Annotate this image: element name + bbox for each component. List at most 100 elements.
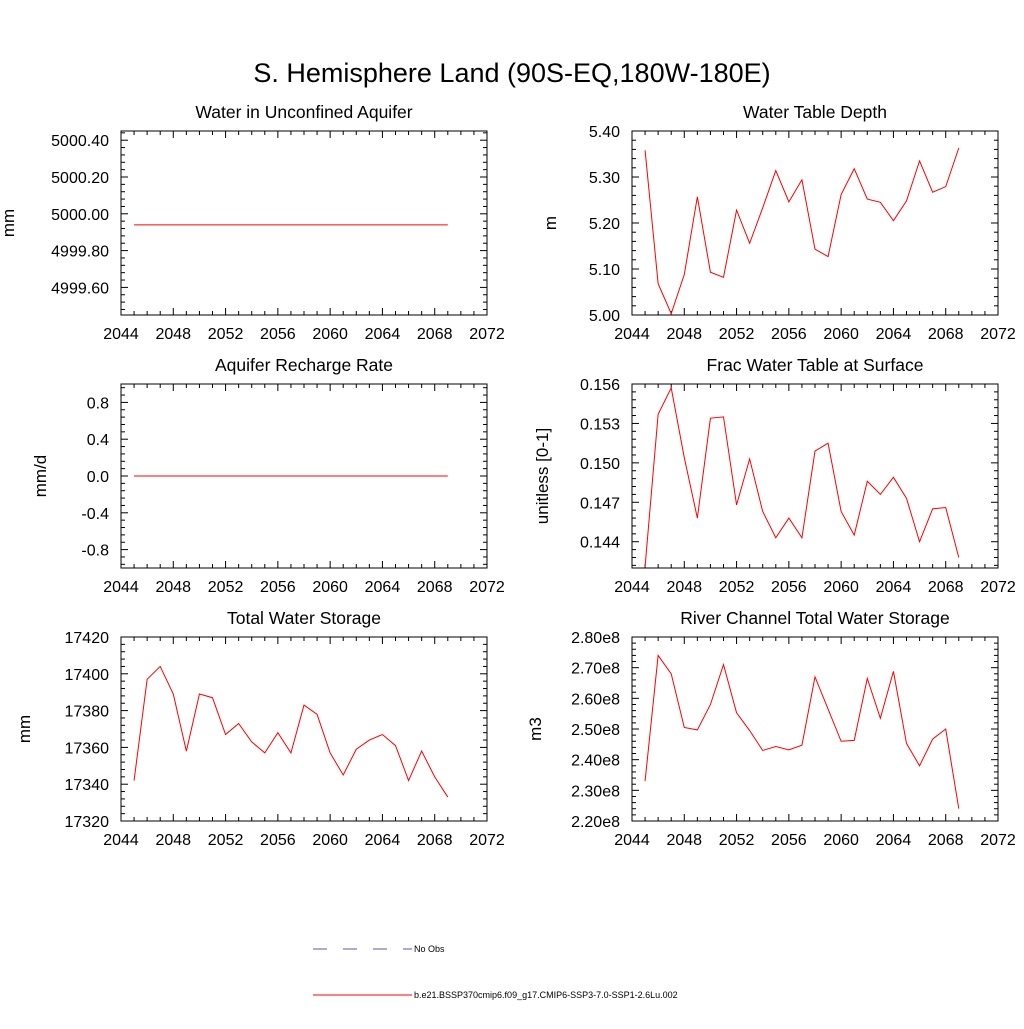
y-tick-label: 2.30e8 bbox=[571, 783, 620, 800]
x-tick-label: 2056 bbox=[771, 832, 807, 849]
x-tick-label: 2048 bbox=[666, 579, 702, 596]
x-tick-label: 2044 bbox=[614, 832, 650, 849]
x-tick-label: 2064 bbox=[365, 832, 401, 849]
y-tick-label: 17320 bbox=[65, 814, 110, 831]
y-axis-label: mm bbox=[15, 715, 34, 743]
y-axis-label: m3 bbox=[526, 717, 545, 741]
x-tick-label: 2056 bbox=[260, 832, 296, 849]
plot-frame bbox=[120, 636, 488, 822]
y-tick-label: 4999.80 bbox=[51, 244, 109, 261]
plot-frame bbox=[631, 383, 999, 569]
y-axis-label: m bbox=[541, 216, 560, 230]
y-axis-label: unitless [0-1] bbox=[533, 428, 552, 524]
x-tick-label: 2064 bbox=[365, 326, 401, 343]
y-tick-label: 2.60e8 bbox=[571, 691, 620, 708]
x-tick-label: 2064 bbox=[876, 326, 912, 343]
y-tick-label: 17420 bbox=[65, 630, 110, 647]
chart-panel-5: Total Water Storage 2044 2048 2052 2056 2060 2… bbox=[15, 608, 505, 849]
plot-frame bbox=[631, 636, 999, 822]
panel-title: Aquifer Recharge Rate bbox=[215, 355, 393, 375]
x-tick-label: 2052 bbox=[208, 326, 244, 343]
x-tick-label: 2052 bbox=[719, 579, 755, 596]
x-tick-label: 2044 bbox=[103, 579, 139, 596]
y-tick-label: 2.20e8 bbox=[571, 814, 620, 831]
legend-label-model-run: b.e21.BSSP370cmip6.f09_g17.CMIP6-SSP3-7.… bbox=[414, 990, 678, 1000]
y-tick-label: 5000.40 bbox=[51, 133, 109, 150]
series-line-1 bbox=[133, 665, 449, 798]
x-tick-label: 2052 bbox=[208, 579, 244, 596]
x-tick-label: 2064 bbox=[876, 579, 912, 596]
x-tick-label: 2052 bbox=[719, 832, 755, 849]
x-tick-label: 2056 bbox=[771, 579, 807, 596]
chart-panel-3: Aquifer Recharge Rate 2044 2048 2052 2056 206… bbox=[31, 355, 505, 596]
y-tick-label: 17360 bbox=[65, 740, 110, 757]
y-tick-label: 2.80e8 bbox=[571, 630, 620, 647]
y-tick-label: 4999.60 bbox=[51, 280, 109, 297]
x-tick-label: 2072 bbox=[469, 579, 505, 596]
panel-title: River Channel Total Water Storage bbox=[680, 608, 949, 628]
panel-title: Water Table Depth bbox=[743, 102, 887, 122]
y-tick-label: 0.4 bbox=[87, 432, 109, 449]
x-tick-label: 2048 bbox=[155, 326, 191, 343]
x-tick-label: 2060 bbox=[823, 579, 859, 596]
y-tick-label: 17340 bbox=[65, 777, 110, 794]
legend-label-no-obs: No Obs bbox=[414, 944, 445, 954]
y-tick-label: 0.153 bbox=[580, 416, 620, 433]
y-tick-label: 5.30 bbox=[589, 170, 620, 187]
x-tick-label: 2072 bbox=[469, 832, 505, 849]
y-tick-label: 5.40 bbox=[589, 124, 620, 141]
series-line-1 bbox=[644, 386, 960, 567]
y-tick-label: 2.40e8 bbox=[571, 753, 620, 770]
x-tick-label: 2044 bbox=[103, 832, 139, 849]
y-tick-label: 0.0 bbox=[87, 469, 109, 486]
x-tick-label: 2048 bbox=[155, 832, 191, 849]
x-tick-label: 2056 bbox=[771, 326, 807, 343]
x-tick-label: 2068 bbox=[417, 579, 453, 596]
y-tick-label: 17400 bbox=[65, 667, 110, 684]
x-tick-label: 2060 bbox=[823, 832, 859, 849]
x-tick-label: 2052 bbox=[719, 326, 755, 343]
y-tick-label: 2.70e8 bbox=[571, 661, 620, 678]
y-tick-label: -0.4 bbox=[81, 506, 109, 523]
y-tick-label: 17380 bbox=[65, 704, 110, 721]
legend: No Obs b.e21.BSSP370cmip6.f09_g17.CMIP6-… bbox=[313, 944, 678, 1000]
plot-frame bbox=[631, 130, 999, 316]
x-tick-label: 2048 bbox=[666, 832, 702, 849]
x-tick-label: 2048 bbox=[155, 579, 191, 596]
x-tick-label: 2068 bbox=[928, 326, 964, 343]
x-tick-label: 2048 bbox=[666, 326, 702, 343]
x-tick-label: 2060 bbox=[312, 579, 348, 596]
y-tick-label: 5000.20 bbox=[51, 170, 109, 187]
x-tick-label: 2064 bbox=[876, 832, 912, 849]
y-tick-label: -0.8 bbox=[81, 543, 109, 560]
chart-panel-6: River Channel Total Water Storage 2044 204… bbox=[526, 608, 1016, 849]
x-tick-label: 2068 bbox=[417, 832, 453, 849]
x-tick-label: 2060 bbox=[312, 326, 348, 343]
chart-panel-4: Frac Water Table at Surface 2044 2048 2052 2… bbox=[533, 355, 1016, 596]
y-axis-label: mm bbox=[0, 209, 18, 237]
y-tick-label: 2.50e8 bbox=[571, 722, 620, 739]
x-tick-label: 2060 bbox=[823, 326, 859, 343]
y-tick-label: 0.150 bbox=[580, 456, 620, 473]
y-tick-label: 5.00 bbox=[589, 308, 620, 325]
x-tick-label: 2068 bbox=[417, 326, 453, 343]
x-tick-label: 2072 bbox=[980, 832, 1016, 849]
panel-title: Total Water Storage bbox=[227, 608, 381, 628]
y-tick-label: 0.144 bbox=[580, 535, 620, 552]
series-line-1 bbox=[644, 147, 960, 316]
x-tick-label: 2044 bbox=[103, 326, 139, 343]
x-tick-label: 2056 bbox=[260, 326, 296, 343]
x-tick-label: 2064 bbox=[365, 579, 401, 596]
x-tick-label: 2068 bbox=[928, 579, 964, 596]
chart-panel-1: Water in Unconfined Aquifer 2044 2048 2052 2… bbox=[0, 102, 505, 343]
y-tick-label: 0.156 bbox=[580, 377, 620, 394]
y-tick-label: 5.10 bbox=[589, 262, 620, 279]
x-tick-label: 2052 bbox=[208, 832, 244, 849]
y-tick-label: 5000.00 bbox=[51, 207, 109, 224]
x-tick-label: 2072 bbox=[469, 326, 505, 343]
x-tick-label: 2044 bbox=[614, 579, 650, 596]
x-tick-label: 2068 bbox=[928, 832, 964, 849]
x-tick-label: 2044 bbox=[614, 326, 650, 343]
